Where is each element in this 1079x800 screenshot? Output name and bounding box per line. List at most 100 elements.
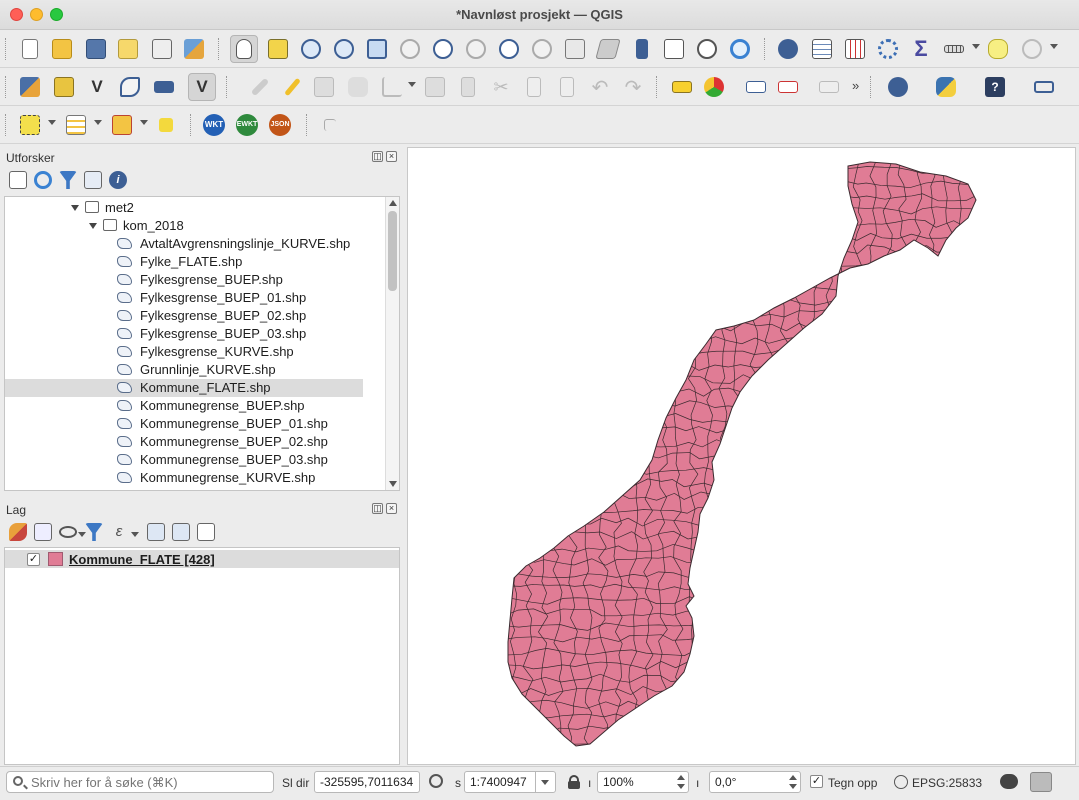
- digitize-button[interactable]: [116, 73, 144, 101]
- close-panel-icon[interactable]: ×: [386, 151, 397, 162]
- tree-folder-item[interactable]: met2: [5, 199, 363, 217]
- tree-file-item[interactable]: Kommunegrense_BUEP.shp: [5, 397, 363, 415]
- pin-label-button[interactable]: [742, 73, 770, 101]
- toggle-editing-button[interactable]: [278, 73, 306, 101]
- expand-arrow-icon[interactable]: [71, 205, 79, 211]
- modify-attributes-button[interactable]: [421, 73, 449, 101]
- map-tips-dropdown[interactable]: [1050, 44, 1058, 49]
- collapse-all-icon[interactable]: [172, 523, 190, 541]
- bookmark-button[interactable]: [628, 35, 656, 63]
- zoom-to-layer-button[interactable]: [429, 35, 457, 63]
- toolbar-grip[interactable]: [5, 76, 7, 98]
- map-canvas[interactable]: [407, 147, 1076, 765]
- rotation-spin-icon[interactable]: [787, 773, 799, 791]
- current-edits-button[interactable]: [246, 73, 274, 101]
- highlight-label-button[interactable]: [774, 73, 802, 101]
- deselect-button[interactable]: [108, 111, 136, 139]
- save-as-button[interactable]: [114, 35, 142, 63]
- zoom-out-button[interactable]: [330, 35, 358, 63]
- layer-symbol-swatch[interactable]: [48, 552, 63, 566]
- rotation-spinbox[interactable]: 0,0°: [709, 771, 801, 793]
- paste-button[interactable]: [553, 73, 581, 101]
- scrollbar-thumb[interactable]: [388, 211, 397, 291]
- select-by-value-button[interactable]: [62, 111, 90, 139]
- browser-scrollbar[interactable]: [385, 197, 399, 490]
- close-panel-icon[interactable]: ×: [386, 503, 397, 514]
- data-source-manager-button[interactable]: [16, 73, 44, 101]
- show-bookmarks-button[interactable]: [660, 35, 688, 63]
- toolbar-grip[interactable]: [5, 114, 7, 136]
- identify-button[interactable]: [774, 35, 802, 63]
- style-manager-button[interactable]: [180, 35, 208, 63]
- deselect-dropdown[interactable]: [140, 120, 148, 125]
- processing-toolbox-button[interactable]: [874, 35, 902, 63]
- scale-dropdown-icon[interactable]: [535, 772, 555, 792]
- collapse-all-icon[interactable]: [84, 171, 102, 189]
- field-calculator-button[interactable]: [841, 35, 869, 63]
- attribute-table-button[interactable]: [808, 35, 836, 63]
- expand-all-icon[interactable]: [147, 523, 165, 541]
- coordinate-field[interactable]: -325595,7011634: [314, 771, 420, 793]
- visibility-dropdown[interactable]: [78, 532, 86, 537]
- select-by-value-dropdown[interactable]: [94, 120, 102, 125]
- label-abc-button[interactable]: [668, 73, 696, 101]
- pan-to-selection-button[interactable]: [264, 35, 292, 63]
- toolbar-grip[interactable]: [870, 76, 872, 98]
- toolbar-grip[interactable]: [218, 38, 220, 60]
- tree-file-item[interactable]: Grunnlinje_KURVE.shp: [5, 361, 363, 379]
- tree-file-item[interactable]: Fylke_FLATE.shp: [5, 253, 363, 271]
- layer-row[interactable]: ✓ Kommune_FLATE [428]: [5, 550, 399, 568]
- lock-scale-icon[interactable]: [568, 775, 580, 789]
- layer-diagram-button[interactable]: V: [188, 73, 216, 101]
- zoom-next-button[interactable]: [528, 35, 556, 63]
- expression-filter-icon[interactable]: ε: [115, 523, 123, 540]
- refresh-button[interactable]: [726, 35, 754, 63]
- network-plugin-button[interactable]: [1030, 73, 1058, 101]
- redo-button[interactable]: ↷: [619, 73, 647, 101]
- zoom-window-button[interactable]: [50, 8, 63, 21]
- toolbar-grip[interactable]: [656, 76, 658, 98]
- identify-tool-button[interactable]: [316, 111, 344, 139]
- tree-file-item[interactable]: Fylkesgrense_BUEP_02.shp: [5, 307, 363, 325]
- new-virtual-layer-button[interactable]: [150, 73, 178, 101]
- zoom-full-button[interactable]: [363, 35, 391, 63]
- magnifier-spinbox[interactable]: 100%: [597, 771, 689, 793]
- close-window-button[interactable]: [10, 8, 23, 21]
- minimize-window-button[interactable]: [30, 8, 43, 21]
- plugin-update-icon[interactable]: [1030, 772, 1052, 792]
- save-project-button[interactable]: [82, 35, 110, 63]
- manage-visibility-icon[interactable]: [59, 526, 77, 538]
- plugin-globe-button[interactable]: [884, 73, 912, 101]
- select-by-location-button[interactable]: [152, 111, 180, 139]
- magnifier-spin-icon[interactable]: [675, 773, 687, 791]
- temporal-controller-button[interactable]: [693, 35, 721, 63]
- refresh-icon[interactable]: [34, 171, 52, 189]
- locator-search-box[interactable]: [6, 771, 274, 793]
- delete-selected-button[interactable]: [454, 73, 482, 101]
- cut-button[interactable]: ✂: [487, 73, 515, 101]
- new-map-view-button[interactable]: [561, 35, 589, 63]
- float-panel-icon[interactable]: ◫: [372, 503, 383, 514]
- measure-dropdown[interactable]: [972, 44, 980, 49]
- tree-file-item[interactable]: Kommune_FLATE.shp: [5, 379, 363, 397]
- ewkt-button[interactable]: EWKT: [233, 111, 261, 139]
- add-selected-layers-icon[interactable]: [9, 171, 27, 189]
- expression-filter-dropdown[interactable]: [131, 532, 139, 537]
- crs-button[interactable]: EPSG:25833: [912, 776, 983, 790]
- undo-button[interactable]: ↶: [586, 73, 614, 101]
- tree-file-item[interactable]: Kommunegrense_KURVE.shp: [5, 469, 363, 487]
- tree-file-item[interactable]: Kommunegrense_BUEP_02.shp: [5, 433, 363, 451]
- properties-icon[interactable]: i: [109, 171, 127, 189]
- remove-layer-icon[interactable]: [197, 523, 215, 541]
- python-console-button[interactable]: [932, 73, 960, 101]
- layer-labeling-button[interactable]: [700, 73, 728, 101]
- new-project-button[interactable]: [16, 35, 44, 63]
- print-layout-button[interactable]: [148, 35, 176, 63]
- layer-visibility-checkbox[interactable]: ✓: [27, 553, 40, 566]
- new-3d-view-button[interactable]: [594, 35, 622, 63]
- new-shapefile-button[interactable]: V: [83, 73, 111, 101]
- expand-arrow-icon[interactable]: [89, 223, 97, 229]
- messages-icon[interactable]: [1000, 774, 1018, 789]
- toolbar-grip[interactable]: [190, 114, 192, 136]
- tree-file-item[interactable]: Kommunegrense_BUEP_01.shp: [5, 415, 363, 433]
